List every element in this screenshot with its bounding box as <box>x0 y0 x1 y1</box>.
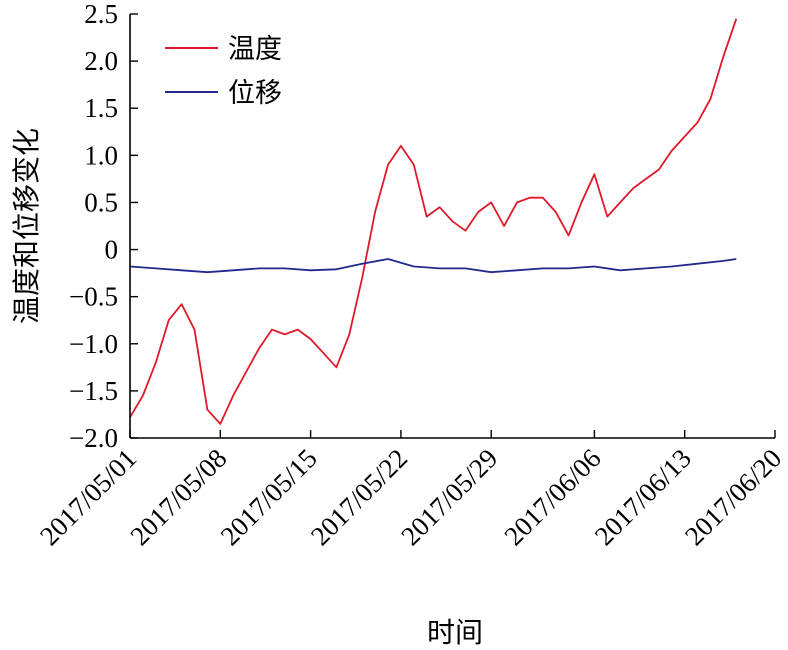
y-axis-title: 温度和位移变化 <box>10 128 43 324</box>
x-tick-label: 2017/06/13 <box>589 443 697 551</box>
x-tick-label: 2017/05/29 <box>395 443 503 551</box>
x-ticks: 2017/05/012017/05/082017/05/152017/05/22… <box>34 430 787 551</box>
y-tick-label: 1.0 <box>84 140 118 170</box>
series-line-displacement <box>129 258 737 274</box>
y-tick-label: 2.5 <box>84 0 118 29</box>
x-axis-title: 时间 <box>427 616 483 649</box>
x-tick-label: 2017/06/20 <box>679 443 787 551</box>
legend-label-temperature: 温度 <box>228 34 282 65</box>
y-tick-label: −2.0 <box>69 423 118 453</box>
series-line-temperature <box>129 18 738 425</box>
plot-area <box>129 18 738 425</box>
x-tick-label: 2017/05/01 <box>34 443 142 551</box>
y-tick-label: 1.5 <box>84 93 118 123</box>
legend: 温度 位移 <box>165 34 282 109</box>
y-tick-label: −1.5 <box>69 376 118 406</box>
x-tick-label: 2017/05/15 <box>215 443 323 551</box>
y-tick-label: 0.5 <box>84 187 118 217</box>
y-tick-label: −1.0 <box>69 329 118 359</box>
legend-label-displacement: 位移 <box>228 78 282 109</box>
x-tick-label: 2017/05/08 <box>124 443 232 551</box>
y-ticks: 2.5 2.0 1.5 1.0 0.5 0 −0.5 −1.0 −1.5 −2.0 <box>69 0 138 453</box>
y-tick-label: 0 <box>105 235 119 265</box>
x-tick-label: 2017/05/22 <box>305 443 413 551</box>
y-tick-label: −0.5 <box>69 282 118 312</box>
x-tick-label: 2017/06/06 <box>498 443 606 551</box>
y-tick-label: 2.0 <box>84 46 118 76</box>
